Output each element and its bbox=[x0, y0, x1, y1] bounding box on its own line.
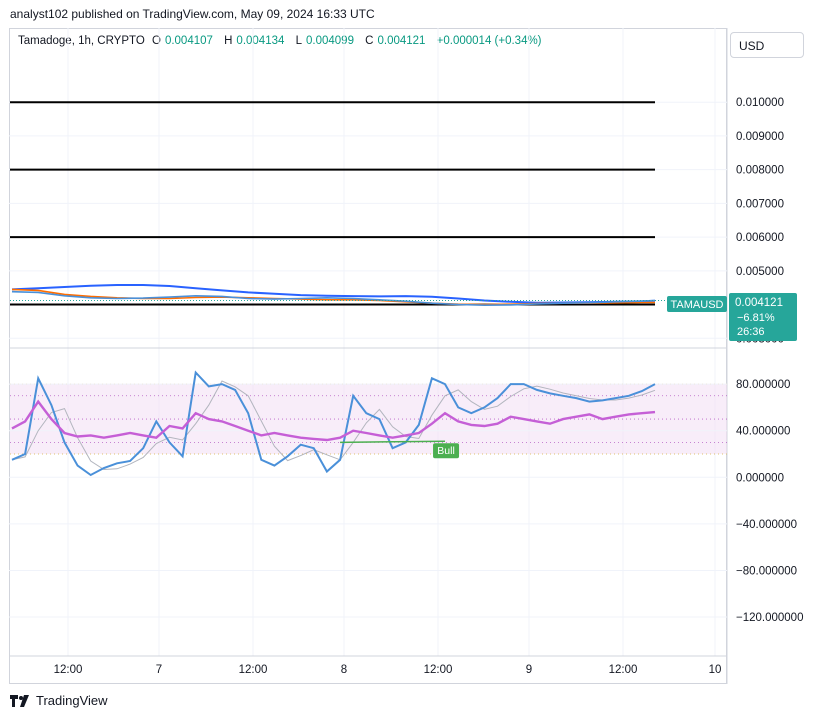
price-tick-label: 0.007000 bbox=[736, 198, 784, 210]
stoch-signal-line bbox=[11, 380, 656, 471]
x-tick-label: 12:00 bbox=[424, 664, 453, 676]
bull-tag-label: Bull bbox=[437, 445, 455, 457]
price-tag-change: −6.81% bbox=[737, 312, 775, 324]
close-value: 0.004121 bbox=[377, 35, 426, 47]
low-key: L bbox=[295, 35, 302, 47]
x-tick-label: 7 bbox=[156, 664, 162, 676]
osc-tick-label: −120.000000 bbox=[736, 612, 803, 624]
high-value: 0.004134 bbox=[236, 35, 285, 47]
price-series-line bbox=[11, 290, 656, 307]
open-key: O bbox=[151, 35, 161, 47]
symbol-legend: Tamadoge, 1h, CRYPTO O 0.004107 H 0.004134… bbox=[18, 35, 546, 47]
osc-tick-label: 0.000000 bbox=[736, 472, 784, 484]
divergence-line bbox=[340, 440, 446, 444]
price-tag-bg bbox=[729, 293, 797, 341]
x-tick-label: 12:00 bbox=[239, 664, 268, 676]
price-tick-label: 0.006000 bbox=[736, 232, 784, 244]
low-value: 0.004099 bbox=[306, 35, 354, 47]
symbol-tag-label: TAMAUSD bbox=[671, 299, 724, 311]
x-tick-label: 12:00 bbox=[54, 664, 83, 676]
price-tick-label: 0.005000 bbox=[736, 266, 784, 278]
osc-tick-label: 40.000000 bbox=[736, 426, 790, 438]
price-tag-countdown: 26:36 bbox=[737, 326, 765, 338]
stoch-k-line bbox=[11, 370, 656, 477]
x-tick-label: 9 bbox=[526, 664, 532, 676]
tradingview-label: TradingView bbox=[36, 693, 108, 708]
symbol-tag-bg bbox=[667, 296, 727, 312]
high-key: H bbox=[224, 35, 233, 47]
publisher-caption: analyst102 published on TradingView.com,… bbox=[10, 7, 375, 21]
x-tick-label: 8 bbox=[341, 664, 347, 676]
oscillator-band bbox=[10, 384, 727, 454]
last-price-tag: TAMAUSD 0.004121 −6.81% 26:36 bbox=[667, 293, 797, 341]
tradingview-brand[interactable]: TradingView bbox=[10, 693, 108, 708]
change-value: +0.000014 (+0.34%) bbox=[436, 35, 542, 47]
osc-tick-label: −40.000000 bbox=[736, 519, 797, 531]
currency-button[interactable]: USD bbox=[730, 32, 804, 58]
x-tick-label: 12:00 bbox=[609, 664, 638, 676]
osc-tick-label: 80.000000 bbox=[736, 379, 790, 391]
symbol-title[interactable]: Tamadoge, 1h, CRYPTO bbox=[18, 35, 145, 47]
price-tick-label: 0.008000 bbox=[736, 165, 784, 177]
osc-tick-label: −80.000000 bbox=[736, 565, 797, 577]
price-tick-label: 0.009000 bbox=[736, 131, 784, 143]
open-value: 0.004107 bbox=[164, 35, 213, 47]
price-tag-value: 0.004121 bbox=[735, 297, 783, 309]
rsi-line bbox=[11, 399, 656, 442]
tradingview-logo-icon bbox=[10, 694, 29, 707]
price-tick-label: 0.010000 bbox=[736, 97, 784, 109]
bull-tag-bg bbox=[433, 443, 460, 459]
close-key: C bbox=[365, 35, 374, 47]
x-tick-label: 10 bbox=[709, 664, 722, 676]
